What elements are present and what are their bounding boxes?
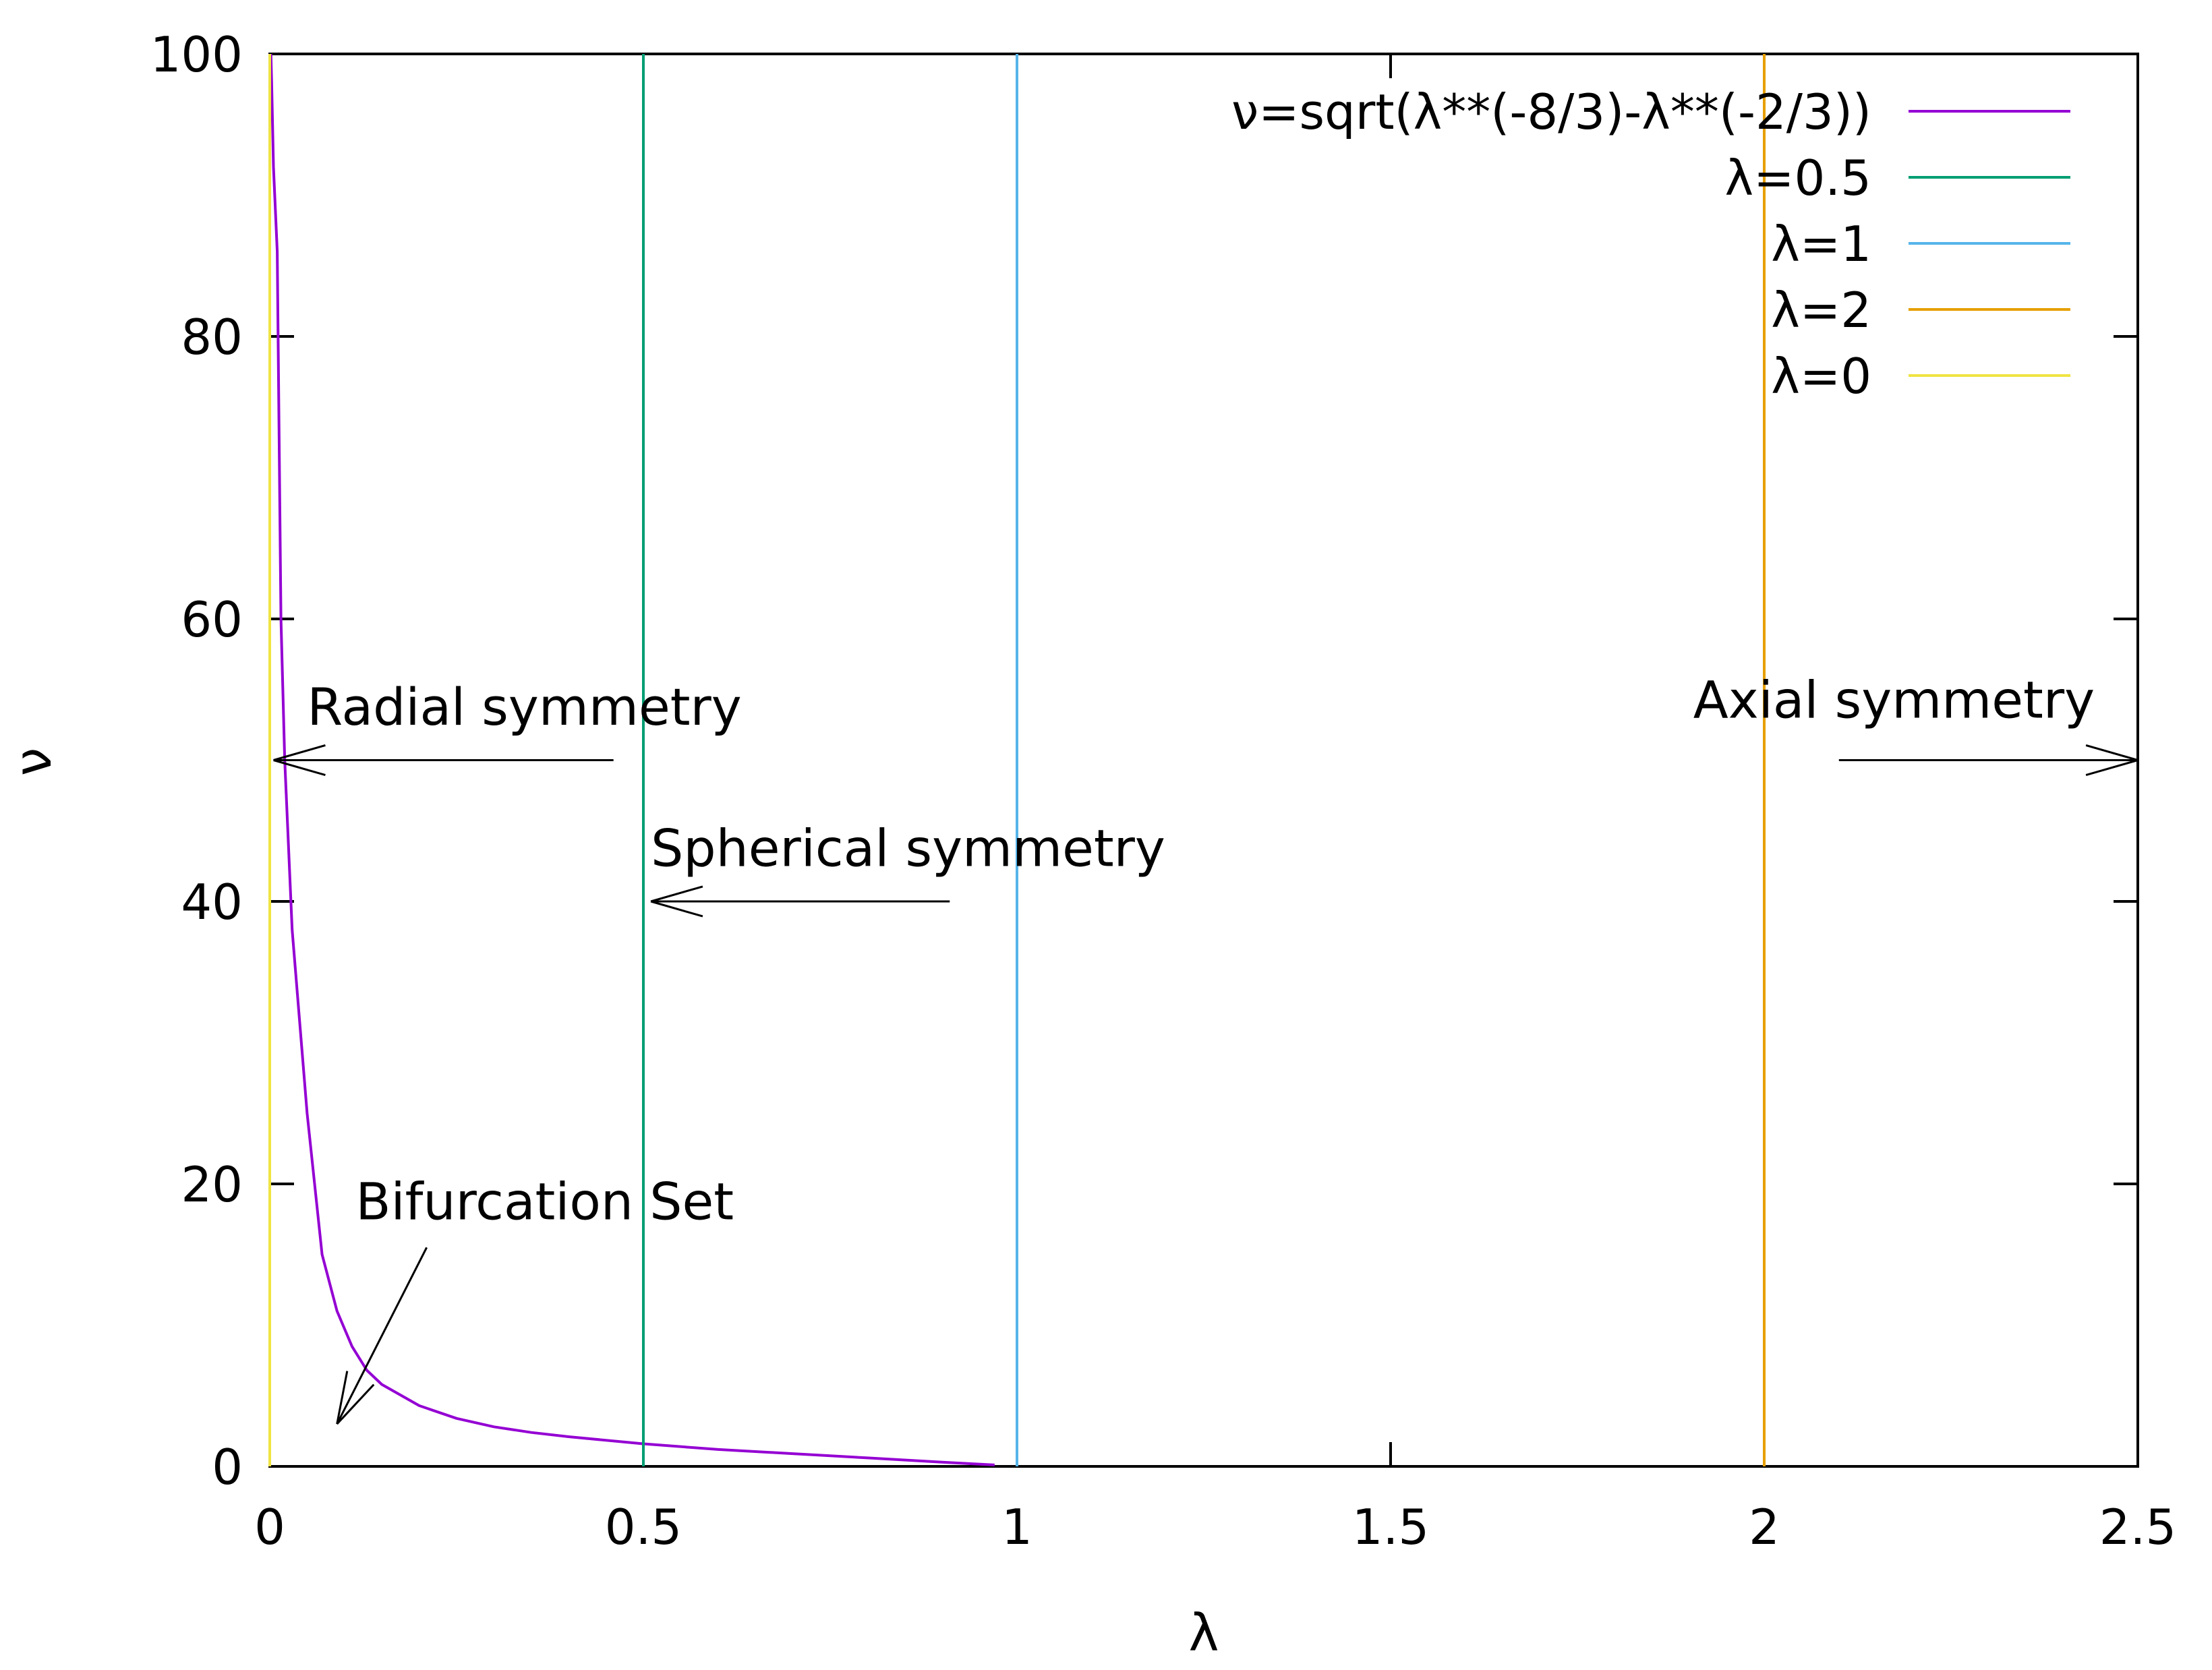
series-layer (268, 53, 1766, 1466)
y-tick-label: 40 (181, 874, 243, 930)
y-tick-label: 100 (150, 26, 243, 83)
y-tick-label: 80 (181, 309, 243, 365)
y-tick-label: 20 (181, 1156, 243, 1213)
annotation-label: Spherical symmetry (651, 818, 1165, 878)
y-tick-label: 0 (212, 1439, 243, 1495)
legend-label: λ=0.5 (1725, 150, 1871, 206)
x-tick-label: 2.5 (2099, 1499, 2177, 1555)
legend-label: λ=0 (1771, 348, 1871, 405)
annotation-arrowhead (336, 1371, 349, 1425)
annotation-label: Radial symmetry (307, 677, 741, 737)
annotation-arrowhead (650, 885, 703, 903)
y-tick-label: 60 (181, 591, 243, 648)
annotation-arrowhead (650, 900, 703, 918)
annotation-label: Axial symmetry (1693, 670, 2095, 730)
x-tick-label: 0.5 (605, 1499, 682, 1555)
annotation-arrowhead (336, 1383, 375, 1425)
x-axis-ticks: 0 0.5 1 1.5 2 2.5 (254, 54, 2176, 1555)
annotation-arrowhead (273, 759, 326, 777)
legend-label: ν=sqrt(λ**(-8/3)-λ**(-2/3)) (1231, 84, 1871, 140)
x-tick-label: 2 (1749, 1499, 1780, 1555)
annotation-arrowhead (273, 744, 326, 761)
annotations: Radial symmetry Spherical symmetry Axial s… (273, 670, 2138, 1425)
annotation-label: Bifurcation Set (355, 1171, 734, 1231)
x-tick-label: 0 (254, 1499, 285, 1555)
x-tick-label: 1 (1001, 1499, 1032, 1555)
x-tick-label: 1.5 (1352, 1499, 1430, 1555)
legend: ν=sqrt(λ**(-8/3)-λ**(-2/3)) λ=0.5 λ=1 λ=2 λ=… (1231, 84, 2070, 405)
legend-label: λ=2 (1771, 282, 1871, 338)
series-curve (269, 53, 995, 1466)
y-axis-ticks: 0 20 40 60 80 100 (150, 26, 2138, 1495)
y-axis-label: ν (3, 748, 63, 776)
annotation-arrow (336, 1247, 428, 1425)
annotation-arrowhead (2085, 744, 2138, 761)
x-axis-label: λ (1189, 1603, 1219, 1663)
annotation-arrowhead (2085, 759, 2138, 777)
legend-label: λ=1 (1771, 216, 1871, 272)
